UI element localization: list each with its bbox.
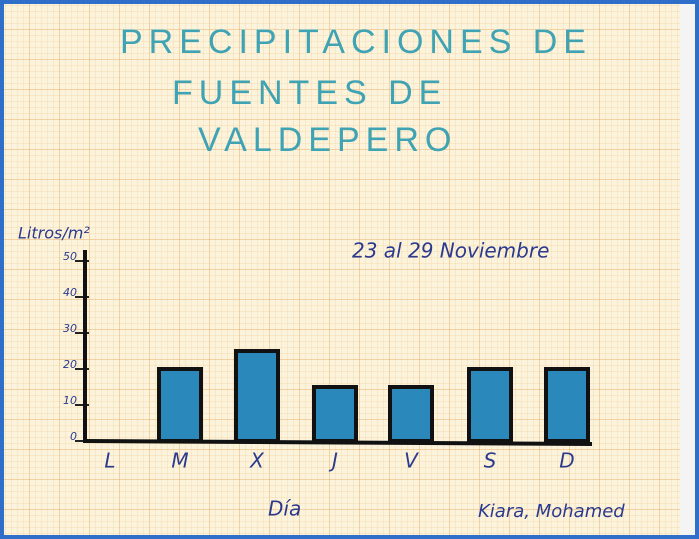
bar	[236, 351, 278, 441]
author: Kiara, Mohamed	[478, 501, 625, 522]
chart-title: PRECIPITACIONES DE	[120, 23, 592, 61]
y-tick-label: 40	[63, 286, 77, 299]
side-strip	[680, 4, 695, 535]
bar	[390, 387, 432, 441]
y-tick-label: 20	[63, 358, 77, 371]
bar	[159, 369, 201, 441]
bar	[546, 369, 588, 441]
x-axis-label: Día	[268, 497, 301, 521]
x-tick-label: X	[249, 449, 265, 473]
x-tick-label: M	[171, 449, 188, 473]
chart: PRECIPITACIONES DE FUENTES DE VALDEPERO …	[0, 0, 699, 539]
x-tick-label: D	[559, 449, 574, 473]
subtitle: 23 al 29 Noviembre	[352, 239, 549, 263]
x-tick-label: L	[104, 449, 115, 473]
chart-title: VALDEPERO	[198, 121, 457, 159]
y-axis-label: Litros/m²	[18, 224, 90, 243]
x-tick-label: S	[484, 449, 497, 473]
y-tick-label: 10	[63, 394, 77, 407]
chart-title: FUENTES DE	[172, 74, 447, 112]
x-tick-label: V	[404, 449, 419, 473]
bar	[469, 369, 511, 441]
y-tick-label: 30	[63, 322, 77, 335]
y-tick-label: 50	[63, 250, 77, 263]
bar	[314, 387, 356, 441]
